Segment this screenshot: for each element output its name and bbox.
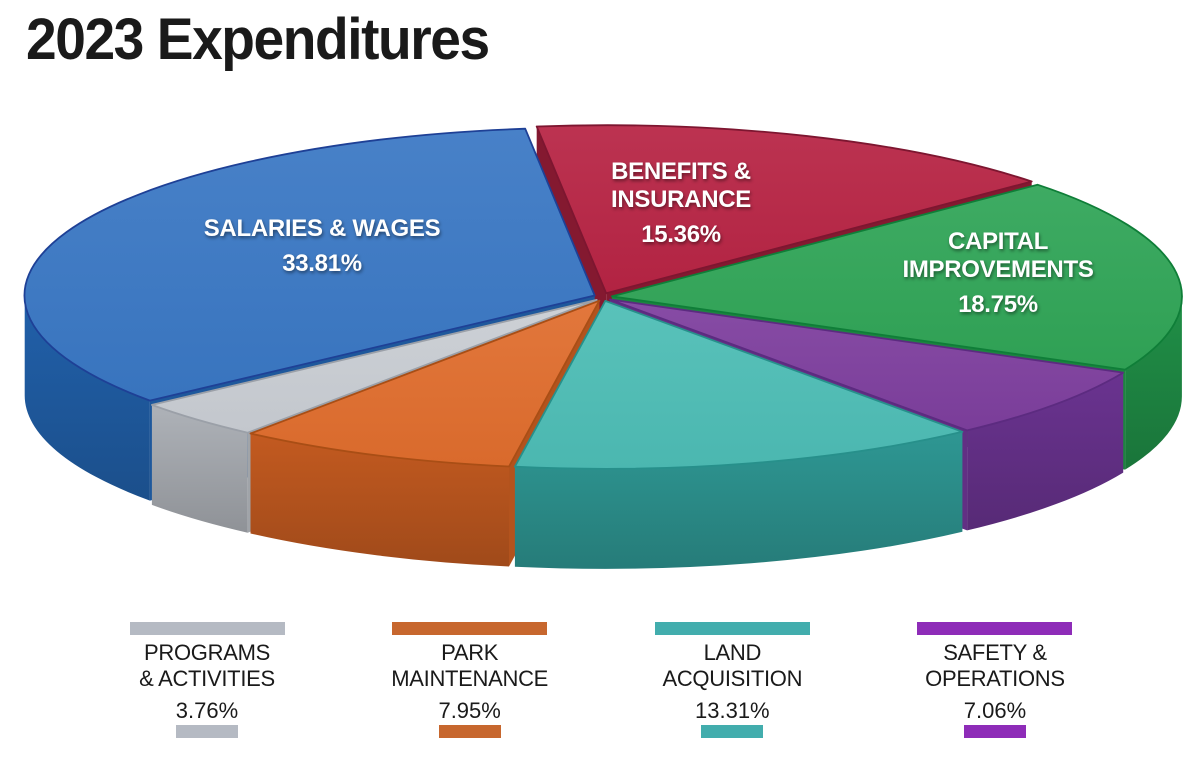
pie-slice-top	[535, 124, 1033, 295]
legend-label-line: OPERATIONS	[925, 666, 1065, 691]
pie-slice-top	[514, 300, 964, 470]
legend-label: PARK MAINTENANCE	[391, 640, 548, 692]
pie-slice-wall	[514, 431, 963, 569]
pie-slice-top	[151, 299, 598, 434]
pie-slice-wall	[24, 295, 150, 501]
legend-label: LAND ACQUISITION	[662, 640, 802, 692]
legend-label-line: ACQUISITION	[662, 666, 803, 691]
legend-color-bar-top	[392, 622, 548, 635]
legend-label-line: PROGRAMS	[144, 640, 270, 665]
pie-slice-top	[23, 127, 596, 402]
legend-percent: 13.31%	[695, 698, 770, 723]
legend-color-bar-top	[129, 622, 285, 635]
legend-percent: 7.95%	[438, 698, 501, 723]
legend-color-bar-top	[654, 622, 810, 635]
pie-slice-land	[514, 300, 964, 569]
legend-item-safety: SAFETY & OPERATIONS 7.06%	[915, 622, 1075, 738]
legend-label-line: MAINTENANCE	[391, 666, 549, 691]
legend-item-park: PARK MAINTENANCE 7.95%	[390, 622, 550, 738]
legend-label: SAFETY & OPERATIONS	[925, 640, 1065, 692]
pie-slice-top	[611, 183, 1183, 371]
legend-color-bar-bottom	[701, 725, 764, 738]
legend-item-land: LAND ACQUISITION 13.31%	[652, 622, 812, 738]
legend-label-line: PARK	[441, 640, 499, 665]
legend-label-line: LAND	[703, 640, 762, 665]
legend-label-line: & ACTIVITIES	[139, 666, 275, 691]
legend-color-bar-bottom	[438, 725, 501, 738]
legend-label-line: SAFETY &	[943, 640, 1047, 665]
legend-color-bar-bottom	[176, 725, 238, 738]
pie-slice-wall	[967, 372, 1124, 531]
pie-slice-wall	[250, 433, 509, 567]
pie-slice-top	[249, 299, 601, 468]
pie-slice-wall	[1125, 296, 1182, 470]
chart-legend: PROGRAMS & ACTIVITIES 3.76% PARK MAINTENANCE…	[127, 622, 1075, 738]
legend-color-bar-top	[917, 622, 1073, 635]
page-title: 2023 Expenditures	[26, 7, 490, 72]
legend-color-bar-bottom	[963, 725, 1026, 738]
legend-label: PROGRAMS & ACTIVITIES	[139, 640, 275, 692]
pie-slice-wall	[151, 404, 248, 533]
legend-item-programs: PROGRAMS & ACTIVITIES 3.76%	[127, 622, 287, 738]
legend-percent: 7.06%	[963, 698, 1027, 723]
pie-slice-top	[609, 298, 1125, 432]
legend-percent: 3.76%	[175, 698, 239, 723]
